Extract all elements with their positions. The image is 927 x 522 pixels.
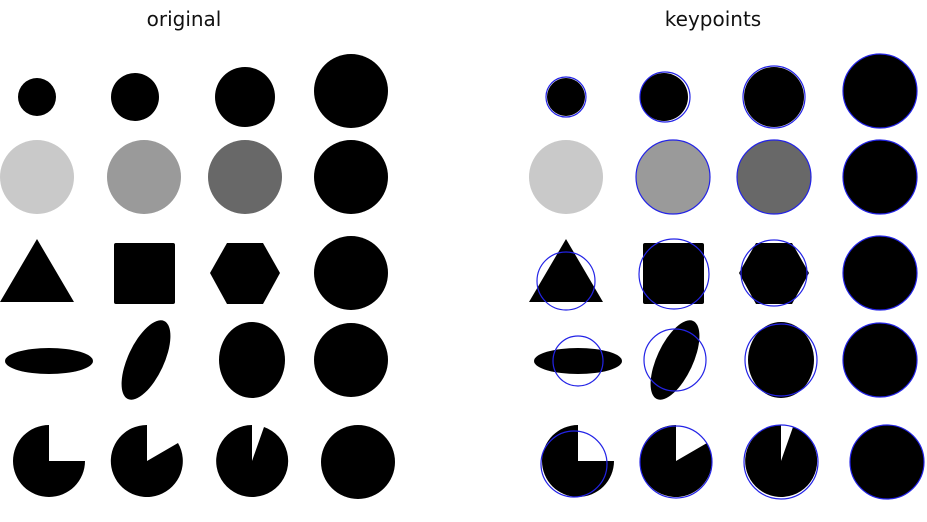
three-quarter-circle	[13, 425, 85, 497]
black-circle	[850, 425, 924, 499]
title-keypoints: keypoints	[664, 7, 762, 31]
keypoint-circle	[743, 424, 819, 500]
tilted-ellipse	[121, 320, 171, 400]
triangle	[0, 239, 74, 302]
pie-notch-shape	[745, 425, 818, 497]
keypoint-markers	[536, 53, 925, 500]
hexagon	[739, 243, 809, 304]
dark-gray-circle	[208, 140, 282, 214]
black-circle	[314, 323, 388, 397]
medium-circle	[744, 67, 804, 127]
keypoint-circle	[744, 323, 818, 397]
keypoint-circle	[635, 139, 711, 215]
triangle	[529, 239, 603, 302]
small-circle	[640, 73, 688, 121]
round-ellipse	[748, 322, 814, 398]
black-circle	[843, 323, 917, 397]
round-ellipse	[219, 322, 285, 398]
keypoint-circle	[639, 425, 713, 499]
black-circle	[321, 425, 395, 499]
pie-wedge-shape	[110, 424, 183, 497]
keypoint-circle	[842, 53, 918, 129]
medium-circle	[215, 67, 275, 127]
small-circle	[18, 78, 56, 116]
black-circle	[314, 236, 388, 310]
small-circle	[111, 73, 159, 121]
pie-wedge-shape	[639, 424, 712, 497]
keypoint-circle	[742, 65, 806, 129]
title-original: original	[146, 7, 222, 31]
three-quarter-circle	[542, 425, 614, 497]
large-circle	[843, 54, 917, 128]
mid-gray-circle	[107, 140, 181, 214]
mid-gray-circle	[636, 140, 710, 214]
keypoint-circle	[643, 328, 707, 392]
flat-ellipse	[5, 348, 93, 374]
keypoint-circle	[552, 335, 604, 387]
tilted-ellipse	[650, 320, 700, 400]
keypoint-circle	[536, 251, 596, 311]
original-panel	[0, 54, 395, 499]
keypoint-circle	[842, 322, 918, 398]
keypoint-circle	[545, 76, 587, 118]
keypoints-panel	[529, 53, 925, 500]
black-circle	[843, 140, 917, 214]
light-gray-circle	[0, 140, 74, 214]
dark-gray-circle	[737, 140, 811, 214]
keypoint-circle	[842, 235, 918, 311]
keypoint-circle	[736, 139, 812, 215]
square	[114, 243, 175, 304]
keypoint-circle	[540, 430, 608, 498]
black-circle	[843, 236, 917, 310]
large-circle	[314, 54, 388, 128]
small-circle	[547, 78, 585, 116]
flat-ellipse	[534, 348, 622, 374]
hexagon	[210, 243, 280, 304]
pie-notch-shape	[216, 425, 289, 497]
keypoint-circle	[842, 139, 918, 215]
light-gray-circle	[529, 140, 603, 214]
black-circle	[314, 140, 388, 214]
keypoint-circle	[849, 424, 925, 500]
keypoint-circle	[638, 238, 710, 310]
square	[643, 243, 704, 304]
keypoint-circle	[740, 239, 808, 307]
keypoint-circle	[639, 71, 691, 123]
